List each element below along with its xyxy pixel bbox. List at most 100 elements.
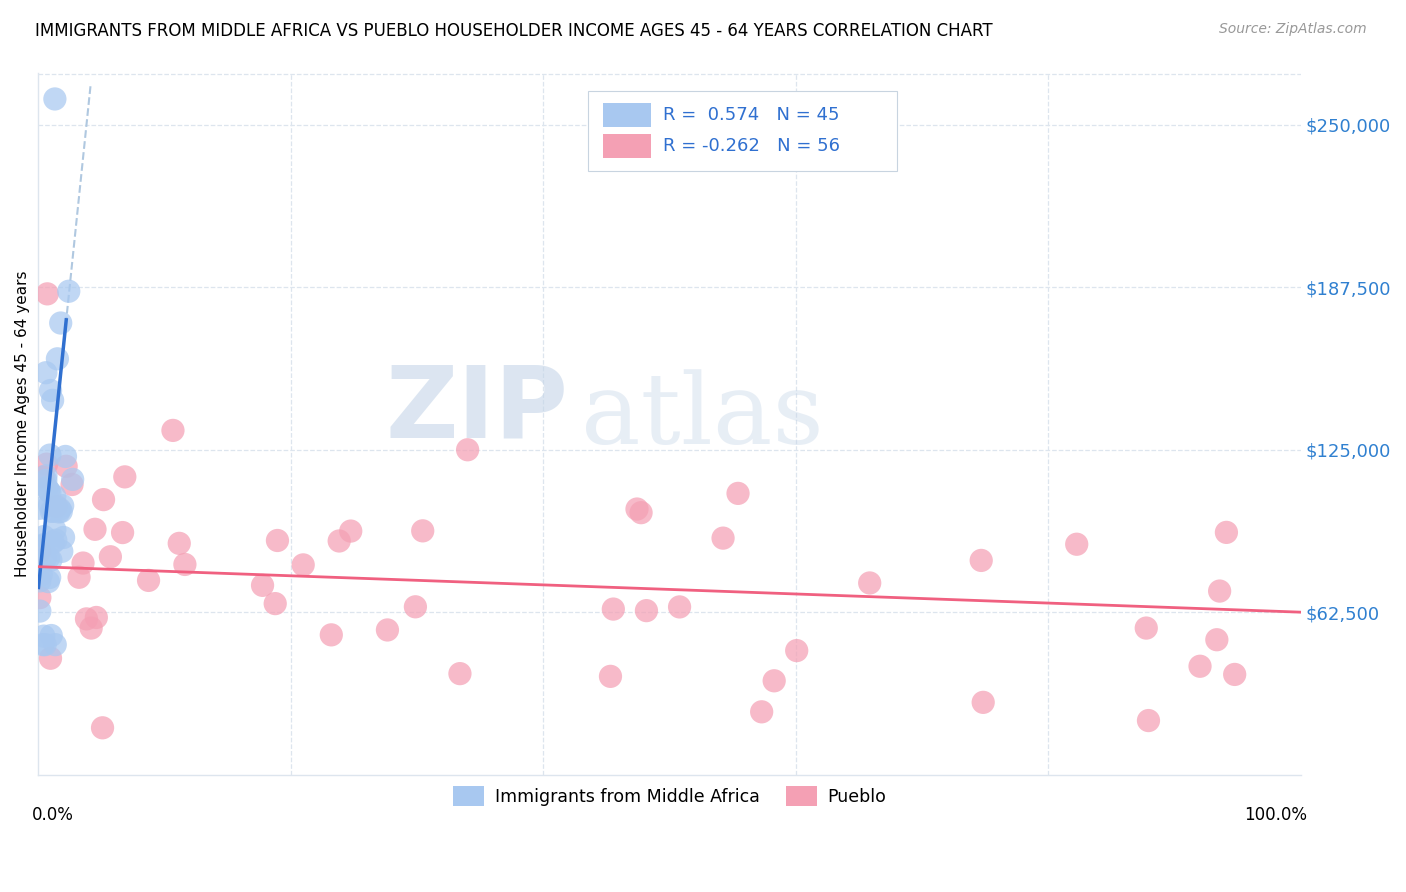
Point (412, 524, 434, 538)
Point (46, 351, 69, 366)
Point (32, 538, 55, 552)
Point (45, 500, 67, 514)
Point (52, 531, 75, 545)
Point (35, 457, 58, 471)
Point (52, 499, 75, 513)
Point (39, 651, 62, 665)
Point (328, 533, 350, 548)
Point (114, 470, 136, 484)
Point (28, 501, 51, 516)
Point (1205, 632, 1227, 647)
Y-axis label: Householder Income Ages 45 - 64 years: Householder Income Ages 45 - 64 years (15, 270, 30, 577)
Point (292, 558, 315, 572)
Point (28, 591, 51, 605)
Point (49, 502, 72, 516)
Point (62, 472, 84, 486)
Point (786, 643, 808, 657)
Point (626, 502, 648, 516)
Point (93, 492, 115, 507)
Point (1208, 584, 1230, 599)
Legend: Immigrants from Middle Africa, Pueblo: Immigrants from Middle Africa, Pueblo (447, 781, 891, 812)
Point (1135, 621, 1157, 635)
Point (138, 574, 160, 588)
Point (970, 553, 993, 567)
Text: R =  0.574   N = 45: R = 0.574 N = 45 (664, 106, 839, 124)
Point (28, 540, 51, 554)
Point (76, 612, 98, 626)
Point (602, 602, 624, 616)
Point (44, 523, 66, 537)
Point (91, 721, 114, 735)
Point (162, 424, 184, 438)
Point (72, 556, 94, 570)
Point (55, 450, 77, 464)
Point (44, 638, 66, 652)
Point (167, 536, 190, 550)
Text: 100.0%: 100.0% (1244, 806, 1308, 824)
Point (1137, 714, 1160, 728)
Point (32, 530, 55, 544)
Point (727, 486, 749, 500)
Point (404, 599, 426, 614)
Point (51, 544, 73, 558)
Point (1223, 667, 1246, 681)
Point (38, 498, 60, 512)
Point (39, 628, 62, 642)
Point (44, 92, 66, 106)
Point (763, 673, 786, 688)
Point (859, 576, 882, 591)
Point (599, 669, 621, 683)
Text: 0.0%: 0.0% (32, 806, 75, 824)
Point (711, 531, 734, 545)
Point (60, 477, 83, 491)
Point (751, 705, 773, 719)
Point (34, 638, 56, 652)
FancyBboxPatch shape (603, 103, 651, 127)
Point (39, 384, 62, 398)
Point (80, 621, 103, 635)
Point (100, 549, 122, 564)
Point (252, 578, 274, 592)
Point (35, 474, 58, 488)
Point (86, 610, 108, 624)
Point (39, 448, 62, 462)
Point (32, 470, 55, 484)
Point (321, 628, 343, 642)
FancyBboxPatch shape (588, 90, 897, 171)
Point (972, 695, 994, 709)
Point (30, 567, 52, 582)
Point (45, 533, 67, 548)
Point (37, 286, 59, 301)
Point (49, 316, 72, 330)
Point (34, 552, 56, 566)
Point (38, 485, 60, 500)
Point (32, 638, 55, 652)
Point (39, 504, 62, 518)
Point (35, 366, 58, 380)
Point (44, 490, 66, 504)
Point (42, 535, 65, 549)
Point (32, 629, 55, 643)
Text: R = -0.262   N = 56: R = -0.262 N = 56 (664, 137, 841, 155)
Point (630, 506, 652, 520)
Point (67, 570, 90, 584)
Point (35, 468, 58, 483)
Point (38, 570, 60, 584)
Point (35, 481, 58, 495)
Point (38, 550, 60, 565)
Point (41, 393, 63, 408)
Text: atlas: atlas (581, 369, 824, 465)
Point (264, 597, 287, 611)
Point (42, 504, 65, 518)
Point (636, 604, 658, 618)
Point (377, 623, 399, 637)
Point (58, 285, 80, 299)
Point (37, 574, 59, 589)
Point (266, 533, 288, 548)
Text: ZIP: ZIP (385, 361, 568, 458)
Point (28, 544, 51, 558)
Point (1066, 537, 1088, 551)
Point (28, 574, 51, 588)
Point (51, 504, 73, 518)
Point (48, 505, 70, 519)
